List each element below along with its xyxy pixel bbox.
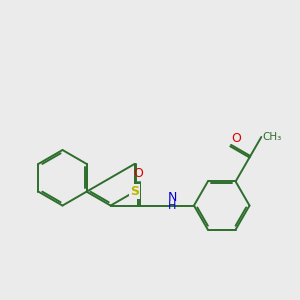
- Text: O: O: [134, 167, 143, 180]
- Text: O: O: [232, 132, 242, 145]
- Text: H: H: [168, 201, 176, 211]
- Text: CH₃: CH₃: [263, 132, 282, 142]
- Text: O: O: [130, 188, 140, 200]
- Text: S: S: [130, 185, 139, 198]
- Text: N: N: [168, 191, 177, 204]
